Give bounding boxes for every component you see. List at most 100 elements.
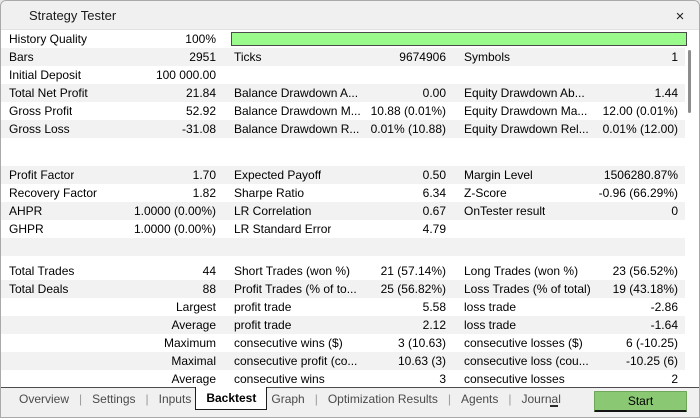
stat-label: Profit Factor	[9, 168, 75, 182]
close-icon[interactable]: ×	[675, 7, 685, 25]
stat-cell: Sharpe Ratio 6.34	[228, 184, 458, 202]
stat-label: AHPR	[9, 204, 43, 218]
stats-row: Average consecutive wins 3 consecutive loss…	[1, 370, 685, 388]
stat-value: -0.96 (66.29%)	[598, 186, 678, 200]
stats-row: Gross Profit 52.92 Balance Drawdown M... 10…	[1, 102, 685, 120]
tab-separator: |	[447, 392, 452, 406]
section-gap	[1, 138, 685, 166]
tab-settings[interactable]: Settings	[92, 392, 136, 406]
stat-value: 88	[202, 282, 216, 296]
stat-value: 25 (56.82%)	[380, 282, 446, 296]
stat-value: 0	[671, 204, 678, 218]
stat-value: 100%	[185, 32, 216, 46]
stat-value: 4.79	[422, 222, 446, 236]
stat-label: LR Correlation	[234, 204, 312, 218]
stat-value: Largest	[175, 300, 216, 314]
tab-agents[interactable]: Agents	[461, 392, 499, 406]
stat-cell: Long Trades (won %) 23 (56.52%)	[458, 262, 685, 280]
stat-value: 0.50	[422, 168, 446, 182]
tab-graph[interactable]: Graph	[271, 392, 305, 406]
stat-label: Equity Drawdown Ab...	[464, 86, 585, 100]
stat-cell: profit trade 5.58	[228, 298, 458, 316]
tab-journal[interactable]: Journal	[521, 392, 561, 406]
stat-label: consecutive profit (co...	[234, 354, 358, 368]
stat-cell: Maximum	[1, 334, 228, 352]
stat-value: 10.88 (0.01%)	[370, 104, 446, 118]
stat-value: 0.01% (12.00)	[602, 122, 678, 136]
stat-value: Average	[171, 372, 216, 386]
stat-value: 19 (43.18%)	[612, 282, 678, 296]
history-quality-bar-track	[231, 30, 687, 48]
history-quality-cell: History Quality 100%	[1, 30, 228, 48]
stats-row: Maximum consecutive wins ($) 3 (10.63) cons…	[1, 334, 685, 352]
stat-label: loss trade	[464, 318, 517, 332]
stat-label: consecutive wins	[234, 372, 325, 386]
stat-label: Profit Trades (% of to...	[234, 282, 357, 296]
history-quality-bar	[231, 32, 687, 46]
stats-row: Largest profit trade 5.58 loss trade -2.86	[1, 298, 685, 316]
stat-cell: consecutive profit (co... 10.63 (3)	[228, 352, 458, 370]
tab-overview[interactable]: Overview	[19, 392, 70, 406]
stat-label: Equity Drawdown Ma...	[464, 104, 588, 118]
stat-cell: LR Standard Error 4.79	[228, 220, 458, 238]
stat-label: loss trade	[464, 300, 517, 314]
stat-cell: consecutive wins ($) 3 (10.63)	[228, 334, 458, 352]
tab-separator: |	[314, 392, 318, 406]
stat-cell: OnTester result 0	[458, 202, 685, 220]
stat-value: 1.0000 (0.00%)	[133, 204, 216, 218]
tab-inputs[interactable]: Inputs	[158, 392, 192, 406]
stat-value: 100 000.00	[155, 68, 216, 82]
stat-cell: Gross Loss -31.08	[1, 120, 228, 138]
vertical-scrollbar-thumb[interactable]	[688, 50, 691, 113]
stat-label: GHPR	[9, 222, 44, 236]
start-button[interactable]: Start	[594, 391, 687, 412]
stat-label: Initial Deposit	[9, 68, 82, 82]
stat-label: Total Deals	[9, 282, 69, 296]
stat-value: 9674906	[399, 50, 446, 64]
stat-cell: Gross Profit 52.92	[1, 102, 228, 120]
stat-cell: Loss Trades (% of total) 19 (43.18%)	[458, 280, 685, 298]
stat-value: 5.58	[422, 300, 446, 314]
tab-backtest[interactable]: Backtest	[195, 387, 268, 410]
stats-row: Total Net Profit 21.84 Balance Drawdown A.…	[1, 84, 685, 102]
stat-value: -10.25 (6)	[625, 354, 678, 368]
stat-cell: consecutive loss (cou... -10.25 (6)	[458, 352, 685, 370]
stat-cell: Z-Score -0.96 (66.29%)	[458, 184, 685, 202]
stat-cell: Average	[1, 370, 228, 388]
stat-cell: GHPR 1.0000 (0.00%)	[1, 220, 228, 238]
stats-row: Total Deals 88 Profit Trades (% of to... 25…	[1, 280, 685, 298]
tab-optimization-results[interactable]: Optimization Results	[327, 392, 438, 406]
stat-cell	[458, 66, 685, 84]
stat-label: consecutive losses	[464, 372, 565, 386]
stat-value: Maximal	[171, 354, 216, 368]
stat-cell: Equity Drawdown Ma... 12.00 (0.01%)	[458, 102, 685, 120]
stats-row: Total Trades 44 Short Trades (won %) 21 (57…	[1, 262, 685, 280]
stat-value: Average	[171, 318, 216, 332]
grip-mark	[550, 405, 558, 407]
stat-value: 1.82	[192, 186, 216, 200]
stat-label: Total Trades	[9, 264, 75, 278]
stats-row: Gross Loss -31.08 Balance Drawdown R... 0.0…	[1, 120, 685, 138]
stat-cell: Balance Drawdown A... 0.00	[228, 84, 458, 102]
stat-cell: Bars 2951	[1, 48, 228, 66]
stat-label: Gross Loss	[9, 122, 70, 136]
history-quality-row: History Quality 100%	[1, 30, 699, 48]
stat-cell: Short Trades (won %) 21 (57.14%)	[228, 262, 458, 280]
stat-cell: AHPR 1.0000 (0.00%)	[1, 202, 228, 220]
stat-cell	[228, 66, 458, 84]
stat-label: History Quality	[9, 32, 88, 46]
stat-label: Gross Profit	[9, 104, 73, 118]
stats-row: Maximal consecutive profit (co... 10.63 (3…	[1, 352, 685, 370]
stat-value: 6 (-10.25)	[625, 336, 678, 350]
stat-label: consecutive losses ($)	[464, 336, 583, 350]
stat-cell: Expected Payoff 0.50	[228, 166, 458, 184]
stat-value: 1.0000 (0.00%)	[133, 222, 216, 236]
stat-cell: Balance Drawdown M... 10.88 (0.01%)	[228, 102, 458, 120]
stat-label: OnTester result	[464, 204, 546, 218]
stat-value: 52.92	[185, 104, 216, 118]
stat-label: Equity Drawdown Rel...	[464, 122, 589, 136]
stat-label: LR Standard Error	[234, 222, 332, 236]
stat-cell: loss trade -2.86	[458, 298, 685, 316]
stat-value: -31.08	[181, 122, 216, 136]
stat-label: profit trade	[234, 318, 292, 332]
